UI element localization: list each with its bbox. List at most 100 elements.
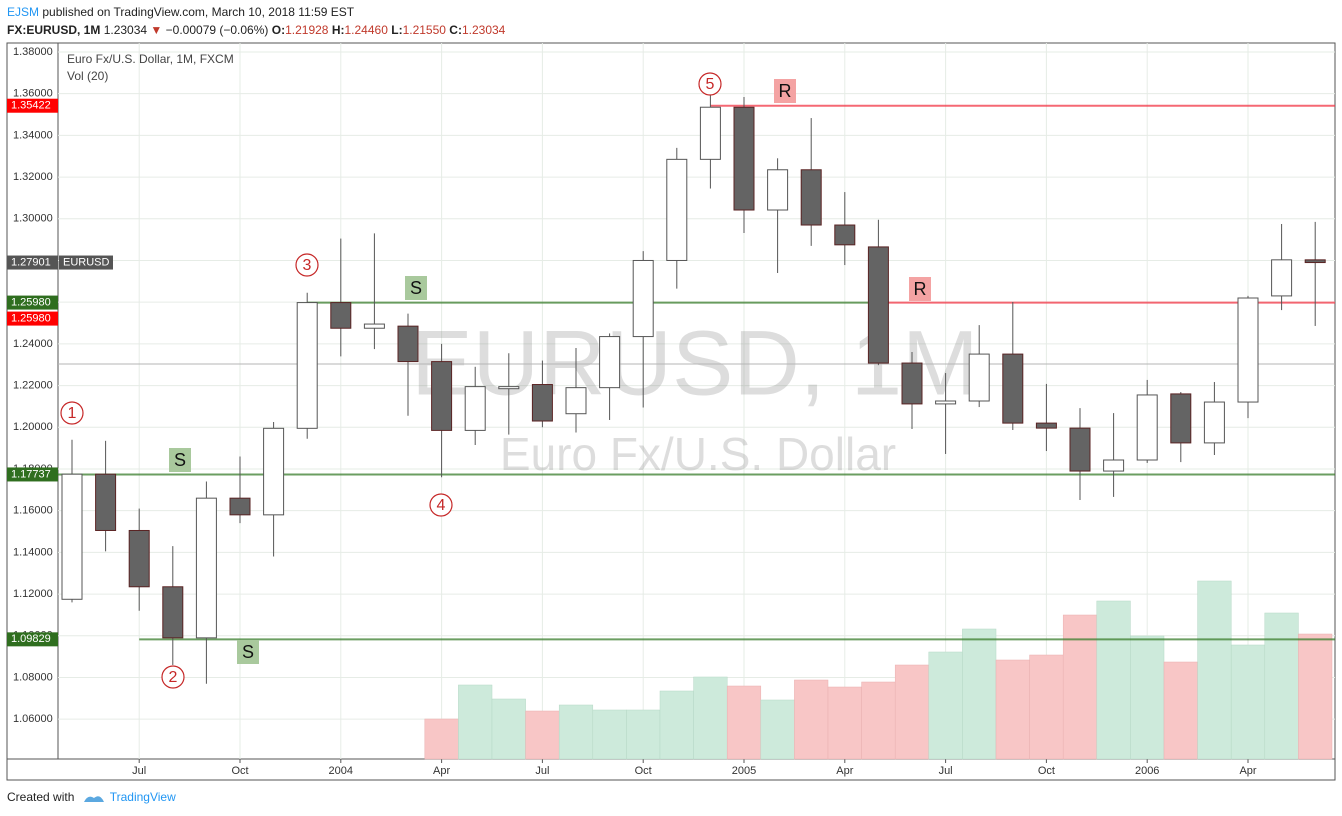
candle-body (363, 323, 385, 329)
volume-bar (928, 651, 963, 760)
x-tick-label: Apr (1239, 765, 1256, 777)
x-tick-label: Oct (635, 765, 652, 777)
zone-box (774, 79, 796, 103)
x-tick-label: 2006 (1135, 765, 1159, 777)
x-tick-label: Jul (535, 765, 549, 777)
l: 1.21550 (402, 23, 446, 37)
y-tick-label: 1.30000 (13, 213, 53, 225)
publisher[interactable]: EJSM (7, 5, 40, 19)
x-tick-label: 2005 (732, 765, 756, 777)
volume-bar (1298, 633, 1333, 760)
wave-label: 2 (169, 669, 178, 686)
volume-bar (1130, 635, 1165, 760)
candle-body (699, 106, 721, 160)
candle-body (531, 384, 553, 422)
l-label: L: (391, 23, 403, 37)
y-tick-label: 1.14000 (13, 546, 53, 558)
candle-body (1035, 422, 1057, 429)
candle-body (195, 497, 217, 639)
volume-bar (1197, 580, 1232, 760)
watermark: EURUSD, 1M (411, 312, 978, 414)
wave-circle (429, 493, 453, 517)
y-tick-label: 1.12000 (13, 588, 53, 600)
x-tick-label: Apr (433, 765, 450, 777)
y-tick-label: 1.20000 (13, 421, 53, 433)
candle-body (397, 325, 419, 363)
x-tick-label: 2004 (329, 765, 353, 777)
zone-box (405, 276, 427, 300)
y-tick-label: 1.36000 (13, 88, 53, 100)
zone-label: S (174, 450, 186, 470)
price-tag-label: 1.25980 (11, 312, 51, 324)
volume-bar (626, 709, 661, 760)
chart-title: Euro Fx/U.S. Dollar, 1M, FXCM (67, 52, 234, 66)
price-tag-label: 1.25980 (11, 296, 51, 308)
x-tick-label: Jul (939, 765, 953, 777)
zone-label: R (914, 279, 927, 299)
candle-body (162, 586, 184, 639)
price-tag (7, 98, 58, 113)
wave-label: 1 (68, 405, 77, 422)
volume-bar (894, 664, 930, 760)
candle-body (296, 302, 318, 429)
symbol-name: EURUSD (63, 256, 110, 268)
price-tag-label: 1.09829 (11, 633, 51, 645)
footer: Created with TradingView (7, 790, 176, 804)
volume-bar (424, 718, 459, 760)
symbol-tag (7, 255, 58, 270)
candle-body (1170, 393, 1192, 444)
y-tick-label: 1.32000 (13, 171, 53, 183)
candle-body (733, 106, 755, 211)
volume-bar (726, 685, 762, 760)
o-label: O: (271, 23, 286, 37)
y-tick-label: 1.34000 (13, 129, 53, 141)
price-tag (7, 632, 58, 647)
candle-body (1136, 394, 1158, 461)
quote-line: FX:EURUSD, 1M 1.23034 ▼ −0.00079 (−0.06%… (7, 23, 505, 37)
candle-body (968, 353, 990, 402)
wave-label: 4 (437, 497, 446, 514)
volume-bar (491, 698, 526, 760)
candle-body (867, 246, 889, 364)
c: 1.23034 (461, 23, 506, 37)
candle-body (935, 400, 957, 405)
wave-label: 5 (706, 76, 715, 93)
x-tick-label: Oct (231, 765, 248, 777)
publish-line: EJSM published on TradingView.com, March… (7, 5, 354, 19)
price-tag (7, 295, 58, 310)
candle-body (1304, 259, 1326, 264)
zone-label: S (242, 642, 254, 662)
candle-body (263, 427, 285, 516)
published: published on TradingView.com, March 10, … (42, 5, 355, 19)
candle-body (431, 361, 453, 431)
candle-body (1237, 297, 1259, 403)
volume-bar (525, 710, 560, 760)
volume-bar (995, 659, 1030, 760)
price-tag (7, 467, 58, 482)
volume-bar (592, 709, 627, 760)
volume-bar (1264, 612, 1299, 760)
footer-text: Created with (7, 790, 75, 804)
volume-bar (659, 690, 694, 760)
candle-body (95, 473, 117, 531)
volume-bar (458, 684, 493, 760)
candle-body (901, 362, 923, 405)
symbol-tag-label: 1.27901 (11, 256, 51, 268)
wave-circle (161, 665, 185, 689)
volume-bar (1062, 614, 1098, 760)
price-tag-label: 1.35422 (11, 100, 51, 112)
x-tick-label: Apr (836, 765, 853, 777)
zone-box (909, 277, 931, 301)
zone-box (169, 448, 191, 472)
candle-body (565, 387, 587, 415)
candle-body (834, 224, 856, 246)
o: 1.21928 (285, 23, 329, 37)
footer-brand[interactable]: TradingView (109, 790, 176, 804)
watermark-subtitle: Euro Fx/U.S. Dollar (500, 428, 896, 480)
candle-body (1271, 259, 1293, 297)
symbol: FX:EURUSD, 1M (7, 23, 101, 37)
wave-circle (60, 401, 84, 425)
volume-bar (1163, 661, 1198, 760)
wave-label: 3 (303, 257, 312, 274)
